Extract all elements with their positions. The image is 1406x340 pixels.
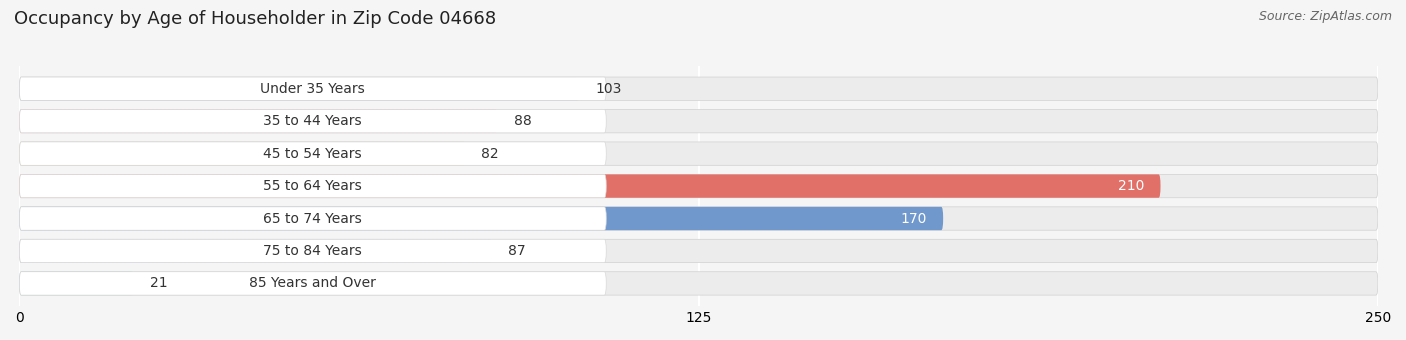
FancyBboxPatch shape bbox=[20, 109, 606, 133]
Text: 75 to 84 Years: 75 to 84 Years bbox=[263, 244, 363, 258]
FancyBboxPatch shape bbox=[20, 109, 1378, 133]
Text: 170: 170 bbox=[900, 211, 927, 225]
Text: 35 to 44 Years: 35 to 44 Years bbox=[263, 114, 363, 128]
FancyBboxPatch shape bbox=[20, 174, 1378, 198]
Text: 103: 103 bbox=[595, 82, 621, 96]
FancyBboxPatch shape bbox=[20, 142, 606, 165]
Text: 88: 88 bbox=[513, 114, 531, 128]
FancyBboxPatch shape bbox=[20, 239, 1378, 263]
FancyBboxPatch shape bbox=[20, 239, 606, 263]
FancyBboxPatch shape bbox=[20, 272, 606, 295]
FancyBboxPatch shape bbox=[20, 207, 606, 230]
Text: 21: 21 bbox=[150, 276, 167, 290]
Text: 82: 82 bbox=[481, 147, 499, 160]
Text: Under 35 Years: Under 35 Years bbox=[260, 82, 366, 96]
FancyBboxPatch shape bbox=[20, 239, 492, 263]
Text: 45 to 54 Years: 45 to 54 Years bbox=[263, 147, 363, 160]
Text: 210: 210 bbox=[1118, 179, 1144, 193]
FancyBboxPatch shape bbox=[20, 272, 134, 295]
FancyBboxPatch shape bbox=[20, 77, 606, 100]
FancyBboxPatch shape bbox=[20, 272, 1378, 295]
FancyBboxPatch shape bbox=[20, 207, 943, 230]
Text: 87: 87 bbox=[509, 244, 526, 258]
Text: Occupancy by Age of Householder in Zip Code 04668: Occupancy by Age of Householder in Zip C… bbox=[14, 10, 496, 28]
Text: Source: ZipAtlas.com: Source: ZipAtlas.com bbox=[1258, 10, 1392, 23]
Text: 65 to 74 Years: 65 to 74 Years bbox=[263, 211, 363, 225]
FancyBboxPatch shape bbox=[20, 174, 606, 198]
FancyBboxPatch shape bbox=[20, 174, 1160, 198]
FancyBboxPatch shape bbox=[20, 207, 1378, 230]
FancyBboxPatch shape bbox=[20, 142, 465, 165]
FancyBboxPatch shape bbox=[20, 77, 1378, 100]
FancyBboxPatch shape bbox=[20, 142, 1378, 165]
FancyBboxPatch shape bbox=[20, 109, 498, 133]
FancyBboxPatch shape bbox=[20, 77, 579, 100]
Text: 55 to 64 Years: 55 to 64 Years bbox=[263, 179, 363, 193]
Text: 85 Years and Over: 85 Years and Over bbox=[249, 276, 377, 290]
